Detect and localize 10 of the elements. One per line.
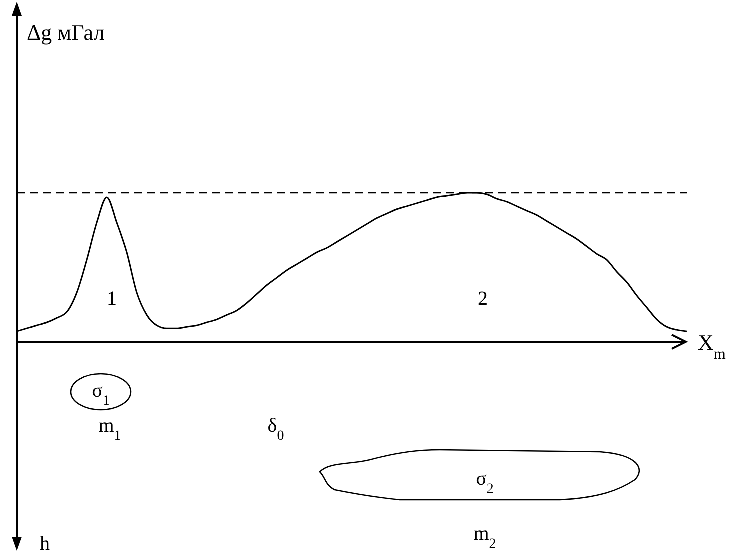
x-axis-title: X$_{m}$ [698, 330, 726, 362]
text: σ$_{2}$ [476, 468, 494, 496]
annotation: 1 [107, 288, 117, 310]
text: δ$_{0}$ [268, 415, 284, 444]
text: Δg мГал [27, 20, 105, 45]
annotation: 2 [478, 288, 488, 310]
text: σ$_{1}$ [92, 380, 110, 408]
text: h [40, 533, 50, 553]
text: m$_{2}$ [474, 523, 496, 552]
text: m$_{1}$ [98, 415, 122, 444]
